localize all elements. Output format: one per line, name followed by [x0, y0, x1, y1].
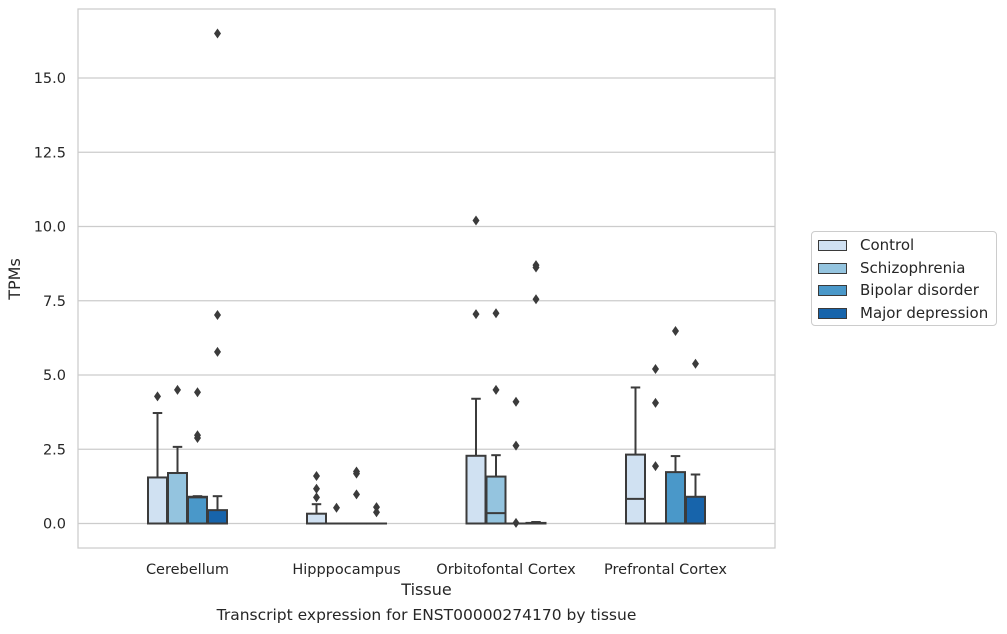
legend-label-major-depression: Major depression — [860, 304, 989, 322]
outlier-point — [194, 430, 201, 441]
legend-item-bipolar-disorder: Bipolar disorder — [818, 280, 979, 300]
outlier-point — [313, 492, 320, 503]
box — [465, 454, 487, 525]
legend: Control Schizophrenia Bipolar disorder M… — [811, 231, 997, 326]
box-group — [187, 387, 208, 525]
outlier-point — [532, 294, 540, 305]
box-group — [207, 28, 228, 525]
box — [625, 453, 646, 525]
box-group — [147, 391, 168, 525]
box-group — [665, 326, 686, 525]
outlier-point — [174, 384, 181, 395]
box — [485, 475, 507, 525]
legend-swatch-bipolar-disorder — [818, 284, 847, 296]
box-group — [685, 358, 706, 525]
grid-lines — [78, 77, 775, 525]
x-tick-label: Orbitofontal Cortex — [436, 562, 576, 578]
legend-label-control: Control — [860, 236, 915, 254]
outlier-point — [353, 489, 360, 500]
outlier-point — [652, 364, 659, 375]
legend-label-schizophrenia: Schizophrenia — [860, 259, 966, 277]
y-tick-label: 7.5 — [43, 294, 66, 310]
legend-item-control: Control — [818, 235, 914, 255]
box-group — [346, 466, 367, 525]
legend-swatch-control — [818, 239, 847, 251]
box-group — [366, 502, 387, 525]
box — [685, 495, 706, 525]
x-tick-label: Hipppocampus — [292, 562, 400, 578]
box-group — [465, 215, 487, 525]
legend-swatch-schizophrenia — [818, 262, 847, 274]
box — [306, 512, 327, 525]
outlier-point — [512, 396, 520, 407]
box — [167, 472, 188, 525]
outlier-point — [373, 507, 380, 518]
legend-item-major-depression: Major depression — [818, 303, 988, 323]
box-group — [625, 386, 646, 525]
box-group — [645, 364, 666, 525]
outlier-point — [313, 470, 320, 481]
boxes — [147, 28, 706, 528]
box-group — [167, 384, 188, 525]
outlier-point — [214, 346, 221, 357]
outlier-point — [512, 440, 520, 451]
outlier-point — [313, 483, 320, 494]
outlier-point — [492, 384, 500, 395]
outlier-point — [353, 466, 360, 477]
outlier-point — [492, 308, 500, 319]
x-tick-label: Cerebellum — [146, 562, 229, 578]
outlier-point — [472, 215, 480, 226]
outlier-point — [333, 502, 340, 513]
outlier-point — [672, 326, 679, 337]
legend-item-schizophrenia: Schizophrenia — [818, 258, 965, 278]
y-axis-label: TPMs — [5, 258, 24, 301]
legend-swatch-major-depression — [818, 307, 847, 319]
outlier-point — [373, 502, 380, 513]
outlier-point — [194, 387, 201, 398]
outlier-point — [154, 391, 161, 402]
plot-frame — [77, 8, 776, 549]
y-tick-label: 12.5 — [34, 145, 66, 161]
x-tick-label: Prefrontal Cortex — [604, 562, 727, 578]
y-tick-label: 15.0 — [34, 71, 66, 87]
box-group — [306, 470, 327, 525]
outlier-point — [652, 461, 659, 472]
outlier-point — [532, 260, 540, 271]
outlier-point — [692, 358, 699, 369]
box — [147, 476, 168, 525]
outlier-point — [214, 310, 221, 321]
box-group — [485, 308, 507, 525]
y-tick-label: 2.5 — [43, 442, 66, 458]
box — [665, 471, 686, 525]
y-tick-label: 5.0 — [43, 368, 66, 384]
legend-label-bipolar-disorder: Bipolar disorder — [860, 281, 979, 299]
box-group — [525, 260, 547, 525]
y-tick-label: 0.0 — [43, 517, 66, 533]
outlier-point — [512, 517, 520, 528]
x-tick-labels: Cerebellum Hipppocampus Orbitofontal Corte… — [146, 562, 727, 578]
box — [187, 495, 208, 525]
box-group — [326, 502, 347, 525]
outlier-point — [214, 28, 221, 39]
outlier-point — [652, 397, 659, 408]
box — [207, 509, 228, 525]
figure-caption: Transcript expression for ENST0000027417… — [216, 606, 637, 624]
x-axis-label: Tissue — [400, 580, 451, 599]
outlier-point — [472, 309, 480, 320]
y-tick-label: 10.0 — [34, 220, 66, 236]
box-group — [505, 396, 527, 528]
y-tick-labels: 0.0 2.5 5.0 7.5 10.0 12.5 15.0 — [34, 71, 66, 533]
